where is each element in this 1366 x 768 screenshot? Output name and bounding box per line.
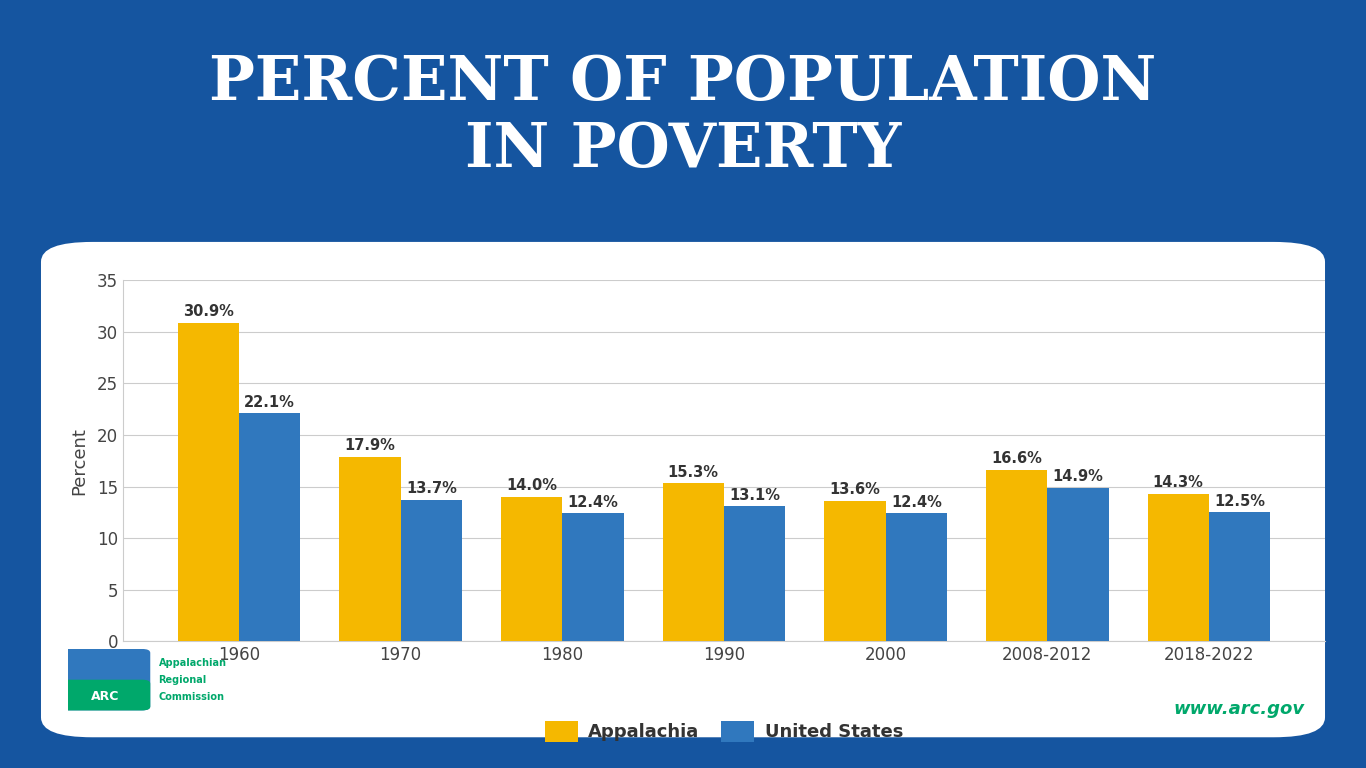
Bar: [663, 484, 724, 641]
Bar: [400, 500, 462, 641]
Bar: [724, 506, 785, 641]
Bar: [885, 513, 947, 641]
Text: 13.6%: 13.6%: [829, 482, 880, 498]
Text: 13.1%: 13.1%: [729, 488, 780, 502]
Y-axis label: Percent: Percent: [71, 427, 89, 495]
Text: 22.1%: 22.1%: [245, 395, 295, 410]
Text: Regional: Regional: [158, 674, 206, 685]
FancyBboxPatch shape: [60, 680, 150, 710]
Text: 30.9%: 30.9%: [183, 304, 234, 319]
Bar: [1209, 512, 1270, 641]
FancyBboxPatch shape: [60, 649, 150, 710]
Bar: [339, 457, 400, 641]
Bar: [1048, 488, 1109, 641]
Text: 14.0%: 14.0%: [507, 478, 557, 493]
Bar: [986, 470, 1048, 641]
Text: PERCENT OF POPULATION
IN POVERTY: PERCENT OF POPULATION IN POVERTY: [209, 52, 1157, 180]
Bar: [824, 501, 885, 641]
Bar: [563, 513, 624, 641]
Text: 12.4%: 12.4%: [891, 495, 941, 510]
Text: Appalachian: Appalachian: [158, 657, 227, 668]
Text: Commission: Commission: [158, 691, 224, 702]
Text: 15.3%: 15.3%: [668, 465, 719, 480]
Bar: [178, 323, 239, 641]
Legend: Appalachia, United States: Appalachia, United States: [538, 713, 910, 749]
Text: 12.5%: 12.5%: [1214, 494, 1265, 508]
Text: 14.9%: 14.9%: [1053, 469, 1104, 484]
Bar: [239, 413, 301, 641]
Bar: [501, 497, 563, 641]
Text: www.arc.gov: www.arc.gov: [1173, 700, 1305, 718]
Text: 14.3%: 14.3%: [1153, 475, 1203, 490]
Text: 13.7%: 13.7%: [406, 482, 456, 496]
Bar: [1147, 494, 1209, 641]
Text: 12.4%: 12.4%: [568, 495, 619, 510]
Text: 16.6%: 16.6%: [992, 452, 1042, 466]
FancyBboxPatch shape: [41, 242, 1325, 737]
Text: 17.9%: 17.9%: [344, 438, 395, 453]
Text: ARC: ARC: [92, 690, 119, 703]
